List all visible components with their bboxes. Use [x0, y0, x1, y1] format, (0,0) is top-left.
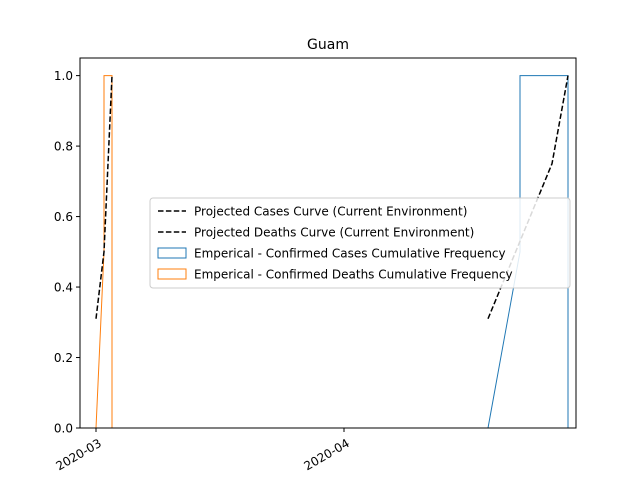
legend: Projected Cases Curve (Current Environme… — [149, 197, 571, 289]
legend-label: Projected Cases Curve (Current Environme… — [194, 205, 467, 219]
y-tick-label: 0.6 — [54, 210, 73, 224]
series-projected-deaths-curve-current-environment — [95, 75, 113, 319]
legend-label: Emperical - Confirmed Cases Cumulative F… — [194, 247, 506, 261]
y-tick-label: 0.8 — [54, 140, 73, 154]
series-emperical-confirmed-deaths-cumulative-frequency — [95, 75, 113, 429]
y-tick-label: 0.4 — [54, 281, 73, 295]
y-tick-label: 0.2 — [54, 351, 73, 365]
y-axis: 0.0 0.2 0.4 0.6 0.8 1.0 — [54, 69, 80, 436]
legend-box — [149, 197, 571, 289]
legend-label: Emperical - Confirmed Deaths Cumulative … — [194, 268, 513, 282]
x-axis: 2020-03 2020-04 — [53, 428, 352, 473]
y-tick-label: 1.0 — [54, 69, 73, 83]
legend-label: Projected Deaths Curve (Current Environm… — [194, 226, 474, 240]
x-tick-label: 2020-04 — [301, 436, 351, 473]
axes-frame — [79, 57, 577, 429]
chart-title: Guam — [307, 37, 349, 53]
x-tick-label: 2020-03 — [53, 436, 103, 473]
legend-swatch — [157, 247, 187, 259]
y-tick-label: 0.0 — [54, 422, 73, 436]
legend-swatch — [157, 268, 187, 280]
series-emperical-confirmed-cases-cumulative-frequency — [487, 75, 569, 429]
